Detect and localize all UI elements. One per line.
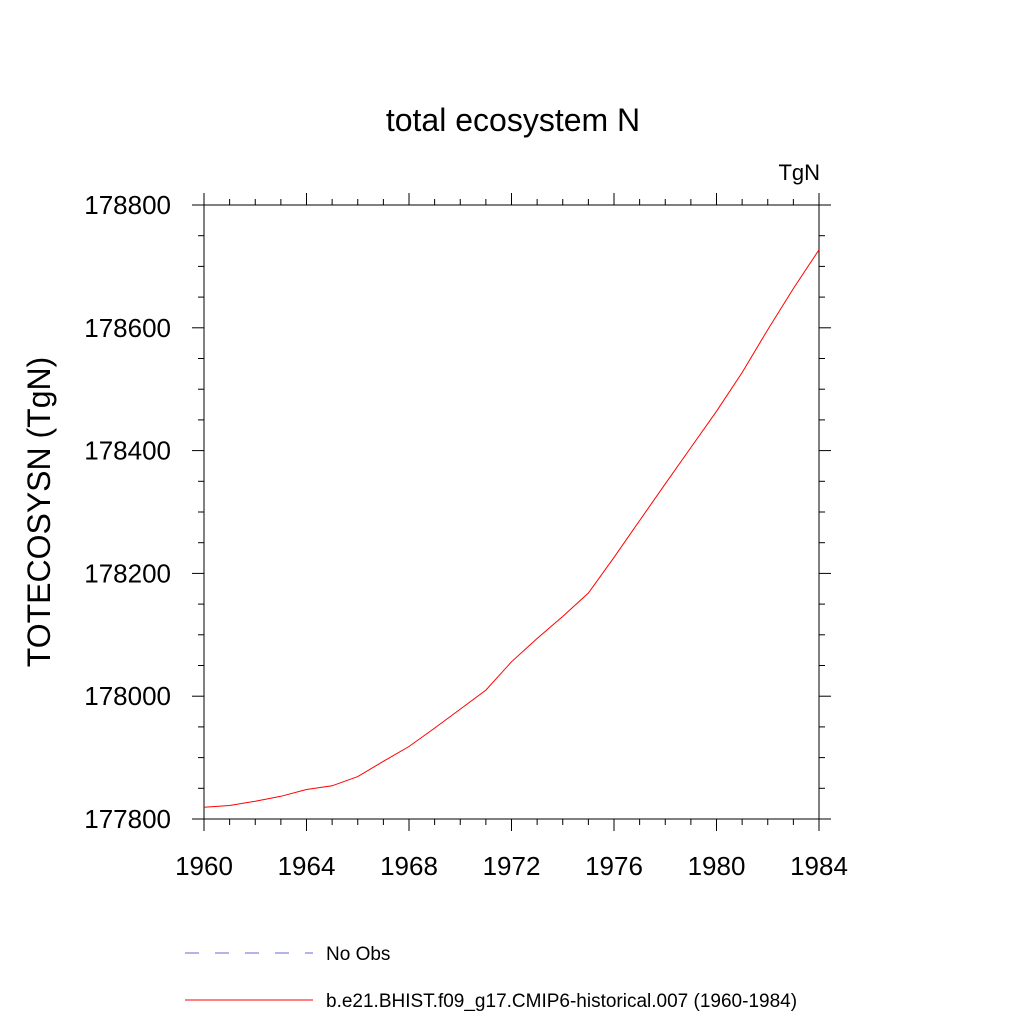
legend-label: b.e21.BHIST.f09_g17.CMIP6-historical.007… [326, 991, 797, 1012]
x-tick-label: 1960 [175, 851, 233, 881]
x-tick-label: 1968 [380, 851, 438, 881]
x-tick-label: 1976 [585, 851, 643, 881]
legend: No Obs b.e21.BHIST.f09_g17.CMIP6-historic… [185, 944, 797, 1012]
y-tick-label: 178400 [84, 436, 171, 466]
legend-label: No Obs [326, 944, 390, 965]
plot-area [204, 249, 819, 808]
x-tick-label: 1972 [483, 851, 541, 881]
units-label: TgN [778, 160, 820, 185]
tick-labels: 1960 1964 1968 1972 1976 1980 1984 177800 178000… [84, 190, 848, 881]
axis-ticks [192, 193, 831, 831]
y-tick-label: 178200 [84, 558, 171, 588]
x-tick-label: 1984 [790, 851, 848, 881]
y-axis-label: TOTECOSYSN (TgN) [21, 357, 57, 668]
y-tick-label: 178600 [84, 313, 171, 343]
chart-title: total ecosystem N [386, 102, 640, 138]
y-tick-label: 177800 [84, 804, 171, 834]
x-tick-label: 1980 [688, 851, 746, 881]
x-tick-label: 1964 [278, 851, 336, 881]
y-tick-label: 178000 [84, 681, 171, 711]
plot-frame [203, 204, 820, 820]
y-tick-label: 178800 [84, 190, 171, 220]
series-line [204, 249, 819, 808]
